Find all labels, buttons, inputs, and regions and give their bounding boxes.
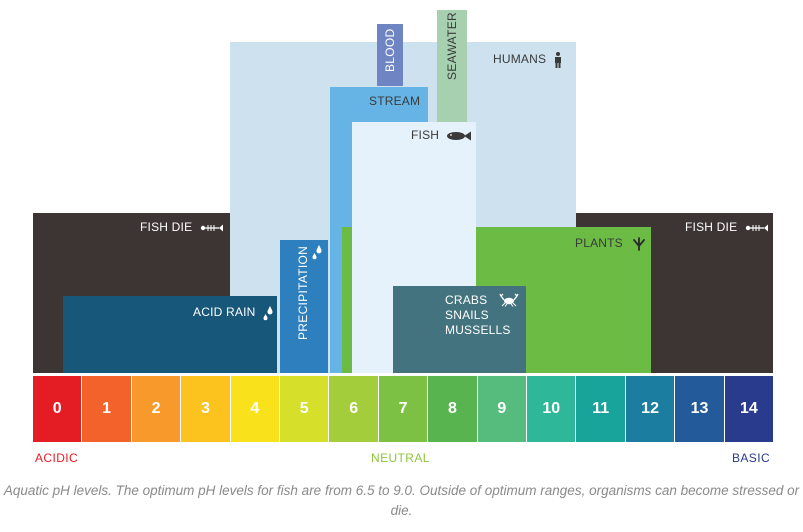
- label-fish-die-acidic: FISH DIE: [140, 220, 224, 234]
- fish-skeleton-icon: [745, 224, 768, 232]
- figure-caption: Aquatic pH levels. The optimum pH levels…: [3, 483, 800, 518]
- label-fish-die-basic: FISH DIE: [685, 220, 769, 234]
- ph-cell-14: 14: [724, 376, 774, 442]
- ph-cell-7: 7: [378, 376, 429, 442]
- label-precipitation: PRECIPITATION: [296, 245, 310, 340]
- raindrop-icon: [263, 306, 273, 321]
- ph-cell-0: 0: [33, 376, 83, 442]
- ph-cell-8: 8: [428, 376, 478, 442]
- ph-scale: 0 1 2 3 4 5 6 7 8 9 10 11 12 13 14: [33, 376, 774, 442]
- label-stream: STREAM: [369, 94, 421, 108]
- fish-skeleton-icon: [200, 224, 223, 232]
- crab-icon: [499, 293, 519, 307]
- ph-cell-11: 11: [576, 376, 626, 442]
- label-plants: PLANTS: [575, 236, 646, 251]
- plant-icon: [633, 236, 646, 251]
- ph-cell-2: 2: [131, 376, 182, 442]
- bar-precipitation: [280, 240, 328, 373]
- ph-cell-3: 3: [181, 376, 231, 442]
- acidic-label: ACIDIC: [35, 451, 79, 465]
- fish-icon: [446, 131, 471, 141]
- neutral-label: NEUTRAL: [371, 451, 430, 465]
- person-icon: [554, 52, 561, 68]
- bar-blood: [377, 24, 403, 86]
- ph-cell-12: 12: [625, 376, 676, 442]
- basic-label: BASIC: [732, 451, 771, 465]
- ph-cell-4: 4: [230, 376, 281, 442]
- ph-cell-6: 6: [329, 376, 379, 442]
- label-blood: BLOOD: [383, 28, 397, 72]
- ph-cell-9: 9: [477, 376, 528, 442]
- bar-seawater: [437, 10, 467, 122]
- label-fish: FISH: [411, 128, 472, 142]
- raindrop-icon: [312, 245, 322, 260]
- bar-crabs: [393, 286, 526, 373]
- label-acid-rain: ACID RAIN: [193, 305, 274, 321]
- label-seawater: SEAWATER: [445, 12, 459, 80]
- label-crabs: CRABS SNAILS MUSSELLS: [445, 293, 511, 337]
- ph-cell-1: 1: [82, 376, 132, 442]
- ph-cell-10: 10: [527, 376, 577, 442]
- ph-diagram: FISH DIE FISH DIE HUMANS BLOOD: [33, 10, 774, 465]
- ph-cell-13: 13: [675, 376, 725, 442]
- bar-acid-rain: [63, 296, 277, 373]
- ph-cell-5: 5: [280, 376, 330, 442]
- label-humans: HUMANS: [493, 52, 562, 68]
